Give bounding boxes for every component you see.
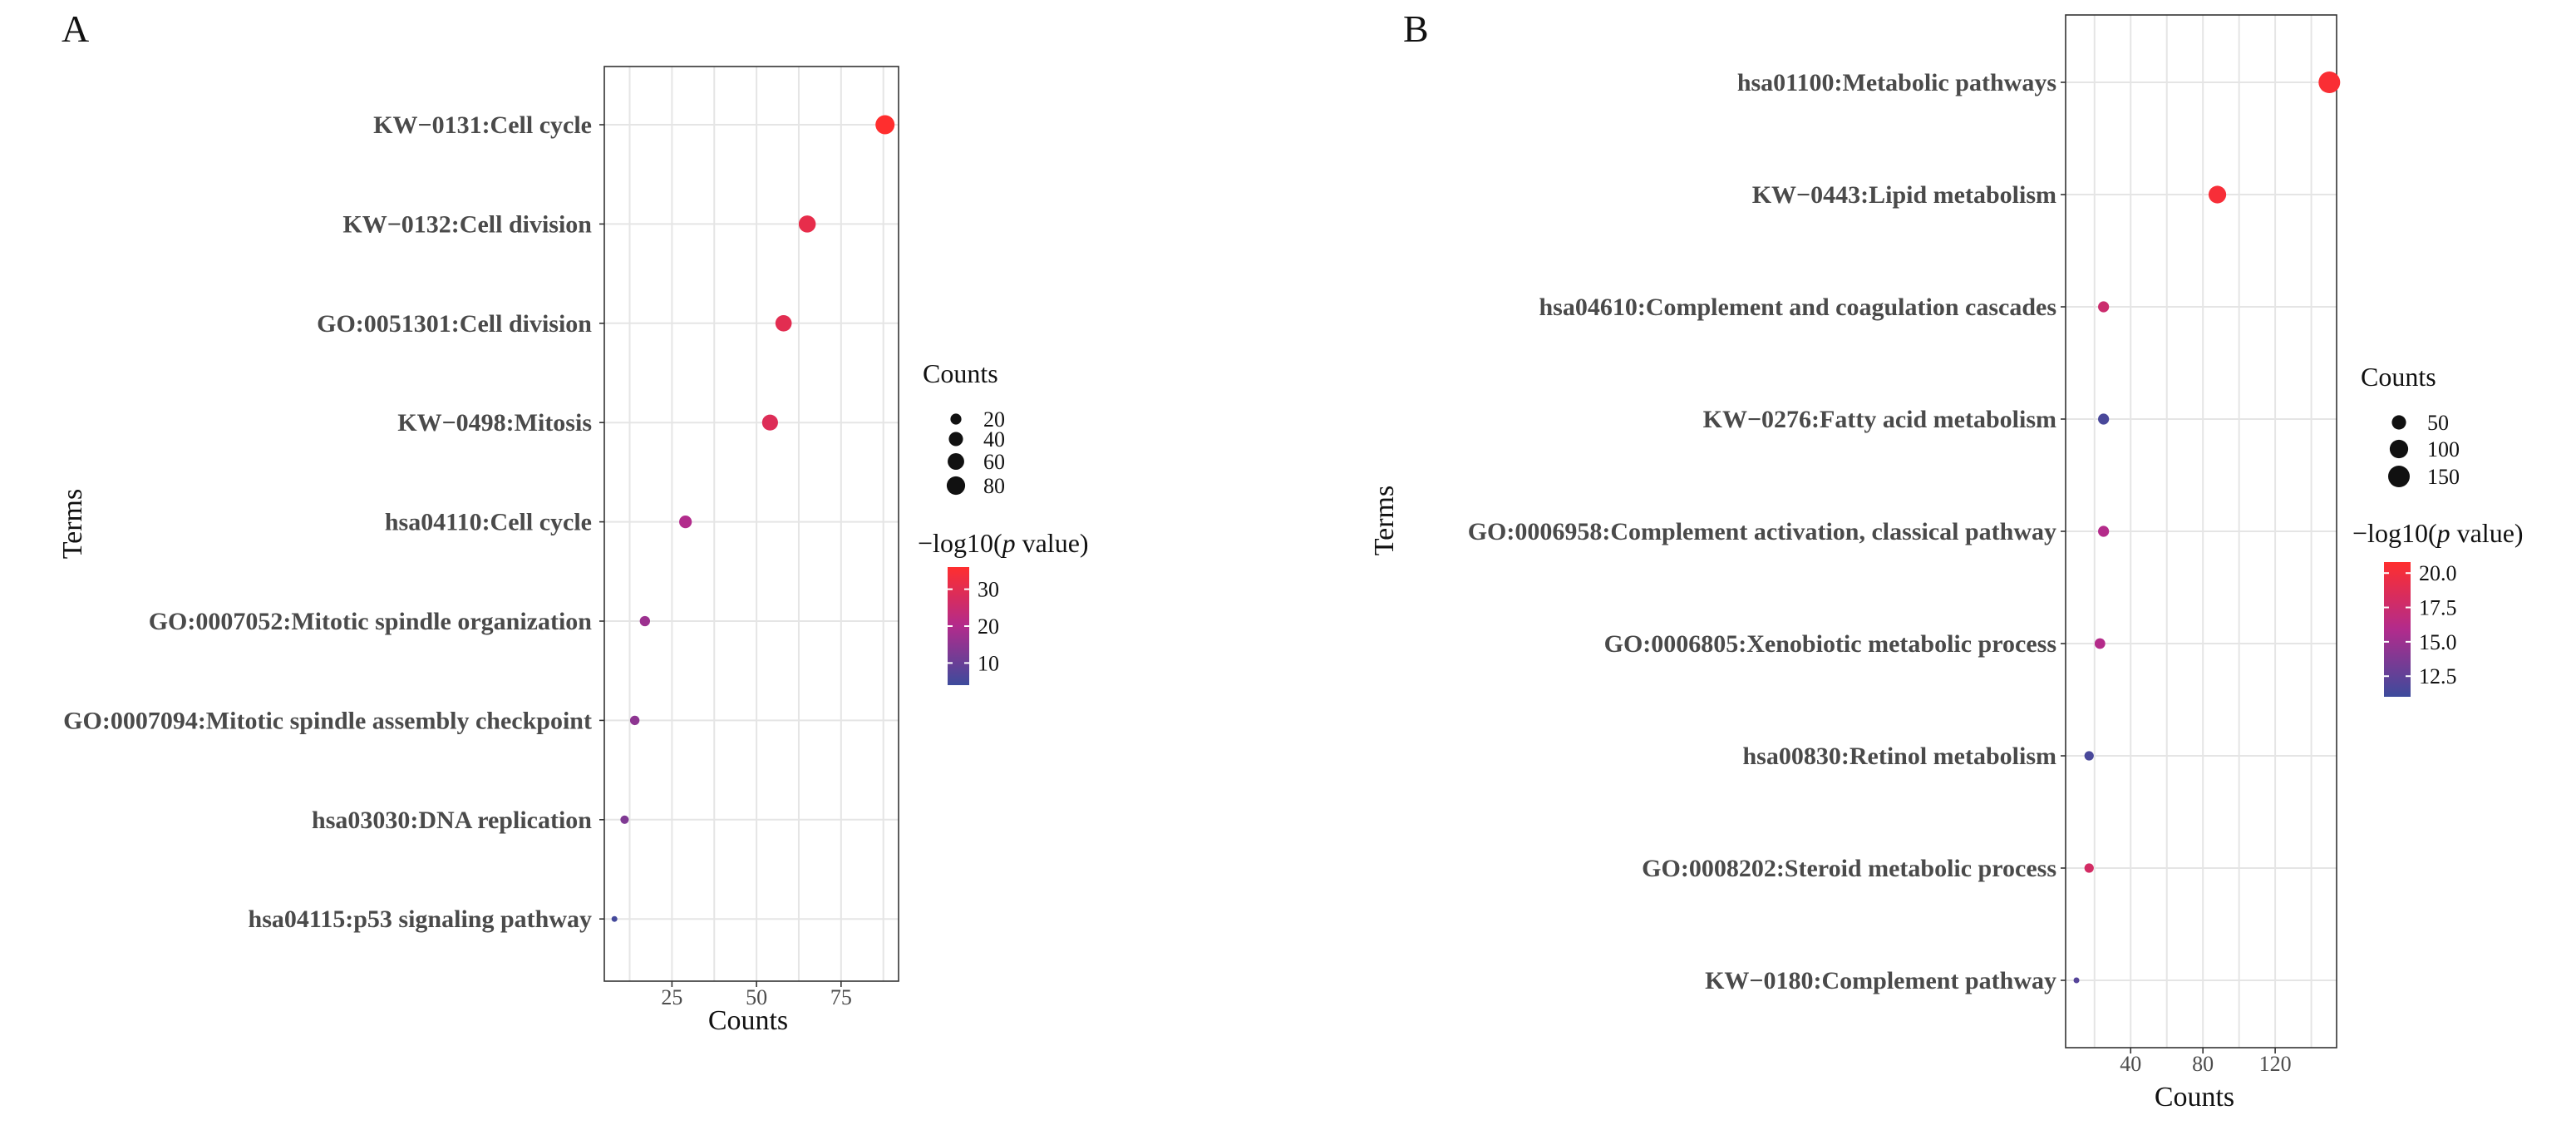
data-point bbox=[2094, 638, 2106, 649]
size-legend-dot bbox=[950, 413, 962, 425]
x-tick-label: 80 bbox=[2192, 1052, 2214, 1076]
data-point bbox=[798, 215, 816, 233]
data-point bbox=[2098, 413, 2110, 425]
colorbar-label: 30 bbox=[978, 578, 999, 602]
data-point bbox=[611, 915, 618, 922]
size-legend-label: 40 bbox=[983, 427, 1005, 451]
data-point bbox=[679, 516, 692, 529]
term-label: GO:0051301:Cell division bbox=[317, 310, 592, 338]
data-point bbox=[875, 115, 895, 135]
term-label: KW−0276:Fatty acid metabolism bbox=[1703, 406, 2056, 433]
panel-b-color-legend-title: −log10(p value) bbox=[2352, 518, 2524, 548]
size-legend-dot bbox=[946, 476, 966, 496]
term-label: GO:0006805:Xenobiotic metabolic process bbox=[1604, 630, 2056, 658]
colorbar-label: 17.5 bbox=[2419, 596, 2457, 620]
data-point bbox=[2084, 751, 2094, 761]
data-point bbox=[620, 815, 629, 824]
size-legend-dot bbox=[2389, 439, 2409, 459]
size-legend-label: 60 bbox=[983, 450, 1005, 474]
term-label: GO:0007052:Mitotic spindle organization bbox=[149, 608, 593, 635]
size-legend-label: 50 bbox=[2427, 411, 2449, 435]
panel-b-y-axis-title: Terms bbox=[1369, 486, 1400, 556]
panel-b-gridlines bbox=[2061, 15, 2337, 1048]
size-legend-dot bbox=[2388, 466, 2410, 487]
term-label: hsa04115:p53 signaling pathway bbox=[249, 905, 592, 933]
data-point bbox=[2073, 977, 2080, 984]
panel-b-x-ticks: 40 80 120 bbox=[2120, 1048, 2292, 1076]
term-label: GO:0008202:Steroid metabolic process bbox=[1642, 855, 2056, 882]
term-label: hsa03030:DNA replication bbox=[312, 807, 592, 834]
size-legend-dot bbox=[2391, 415, 2406, 430]
panel-b: B hsa01100:Metabolic pathways KW−0443:Lip… bbox=[1369, 7, 2524, 1113]
panel-b-term-labels: hsa01100:Metabolic pathways KW−0443:Lipid… bbox=[1468, 69, 2056, 994]
size-legend-label: 20 bbox=[983, 407, 1005, 432]
panel-a-size-legend-title: Counts bbox=[923, 358, 998, 388]
size-legend-label: 150 bbox=[2427, 465, 2460, 489]
term-label: KW−0180:Complement pathway bbox=[1705, 967, 2056, 994]
data-point bbox=[639, 615, 651, 627]
colorbar-label: 20 bbox=[978, 614, 999, 639]
colorbar-label: 15.0 bbox=[2419, 630, 2457, 654]
panel-a-gridlines bbox=[599, 67, 899, 981]
size-legend-dot bbox=[948, 453, 964, 470]
x-tick-label: 120 bbox=[2259, 1052, 2292, 1076]
data-point bbox=[629, 715, 640, 726]
panel-a-points bbox=[611, 115, 895, 922]
term-label: GO:0006958:Complement activation, classi… bbox=[1468, 518, 2056, 545]
data-point bbox=[775, 314, 792, 332]
colorbar-label: 10 bbox=[978, 651, 999, 675]
data-point bbox=[2098, 525, 2110, 537]
panel-a-x-ticks: 25 50 75 bbox=[661, 981, 852, 1009]
term-label: KW−0132:Cell division bbox=[342, 210, 592, 238]
x-tick-label: 50 bbox=[746, 985, 767, 1009]
panel-b-points bbox=[2073, 72, 2341, 984]
data-point bbox=[761, 414, 778, 431]
panel-a-color-legend: −log10(p value) 10 20 30 bbox=[918, 528, 1089, 685]
term-label: KW−0498:Mitosis bbox=[397, 409, 592, 437]
term-label: KW−0131:Cell cycle bbox=[373, 111, 592, 139]
x-tick-label: 75 bbox=[830, 985, 852, 1009]
term-label: hsa04610:Complement and coagulation casc… bbox=[1539, 294, 2056, 321]
size-legend-label: 80 bbox=[983, 474, 1005, 498]
panel-a-plot-area bbox=[603, 66, 899, 982]
colorbar-label: 12.5 bbox=[2419, 664, 2457, 688]
data-point bbox=[2318, 72, 2341, 93]
panel-b-colorbar bbox=[2384, 562, 2411, 697]
panel-a-x-axis-title: Counts bbox=[708, 1005, 788, 1036]
panel-b-size-legend-title: Counts bbox=[2361, 362, 2436, 392]
panel-a-color-legend-title: −log10(p value) bbox=[918, 528, 1089, 558]
panel-a-term-labels: KW−0131:Cell cycle KW−0132:Cell division G… bbox=[63, 111, 592, 933]
size-legend-label: 100 bbox=[2427, 437, 2460, 461]
size-legend-dot bbox=[948, 432, 963, 447]
panel-b-letter: B bbox=[1403, 7, 1429, 50]
panel-b-x-axis-title: Counts bbox=[2155, 1082, 2234, 1113]
x-tick-label: 40 bbox=[2120, 1052, 2141, 1076]
colorbar-label: 20.0 bbox=[2419, 561, 2457, 585]
data-point bbox=[2084, 863, 2094, 873]
panel-a: A KW−0131:Cell cycle KW−0132:Cell divisio… bbox=[57, 7, 1089, 1036]
data-point bbox=[2208, 185, 2227, 204]
term-label: hsa01100:Metabolic pathways bbox=[1737, 69, 2056, 96]
panel-b-color-legend: −log10(p value) 12.5 15.0 17.5 20.0 bbox=[2352, 518, 2524, 697]
x-tick-label: 25 bbox=[661, 985, 682, 1009]
term-label: hsa04110:Cell cycle bbox=[385, 509, 592, 536]
term-label: KW−0443:Lipid metabolism bbox=[1752, 181, 2056, 209]
term-label: hsa00830:Retinol metabolism bbox=[1743, 743, 2057, 770]
panel-a-y-axis-title: Terms bbox=[57, 489, 88, 560]
data-point bbox=[2098, 301, 2110, 313]
term-label: GO:0007094:Mitotic spindle assembly chec… bbox=[63, 707, 592, 734]
panel-b-plot-area bbox=[2065, 14, 2337, 1049]
panel-a-letter: A bbox=[62, 7, 89, 50]
